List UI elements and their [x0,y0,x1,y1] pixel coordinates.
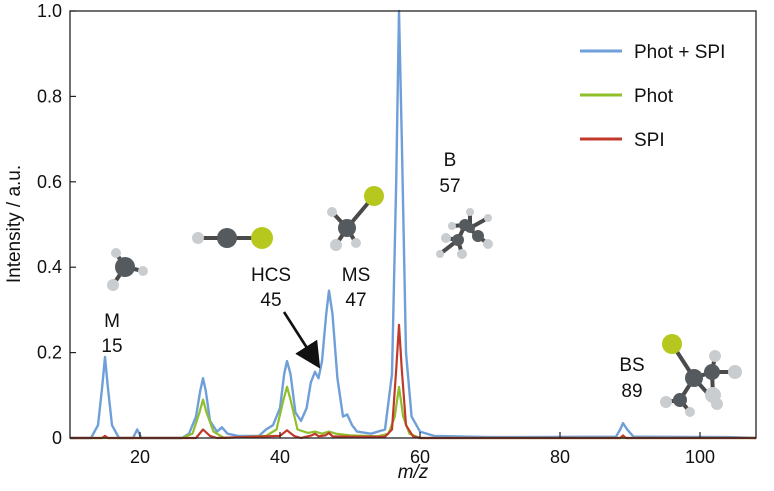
series-layer [70,9,757,440]
ticks-layer: 20 40 60 80 100 0 0.2 0.4 0.6 0.8 1.0 [37,1,715,467]
annotation-M-label: M [104,311,120,332]
annotation-MS-value: 47 [345,290,366,311]
annotation-M-value: 15 [101,336,122,357]
annotation-BS-value: 89 [621,381,642,402]
hcs-molecule-icon [192,227,273,249]
y-tick-label: 0.6 [37,172,62,192]
annotation-B-label: B [444,150,457,171]
y-axis-label: Intensity / a.u. [4,165,25,283]
legend: Phot + SPI Phot SPI [580,42,725,151]
molecule-illustrations [107,186,742,417]
series-line-phot [70,385,756,440]
x-tick-label: 20 [130,447,150,467]
y-tick-label: 0 [52,428,62,448]
ms-molecule-icon [327,186,384,251]
x-tick-label: 100 [685,447,715,467]
plot-frame [69,10,757,439]
x-tick-label: 60 [410,447,430,467]
annotation-B-value: 57 [439,176,460,197]
bs-molecule-icon [660,334,742,417]
legend-label-spi: SPI [634,130,665,151]
annotation-MS-label: MS [342,265,371,286]
annotation-HCS-label: HCS [251,265,291,286]
y-tick-label: 0.4 [37,257,62,277]
butyl-molecule-icon [436,208,493,259]
y-tick-label: 0.8 [37,86,62,106]
hcs-arrow [282,311,321,369]
x-tick-label: 80 [550,447,570,467]
x-axis-label: m/z [398,462,429,483]
y-tick-label: 0.2 [37,343,62,363]
y-tick-label: 1.0 [37,1,62,21]
legend-label-phot-spi: Phot + SPI [634,42,725,63]
methyl-molecule-icon [107,248,148,291]
annotation-HCS-value: 45 [260,290,281,311]
x-tick-label: 40 [270,447,290,467]
series-line-spi [70,323,756,440]
axes-layer [69,10,757,439]
annotation-BS-label: BS [619,355,644,376]
series-line-phot-spi [70,9,757,440]
legend-label-phot: Phot [634,86,674,107]
